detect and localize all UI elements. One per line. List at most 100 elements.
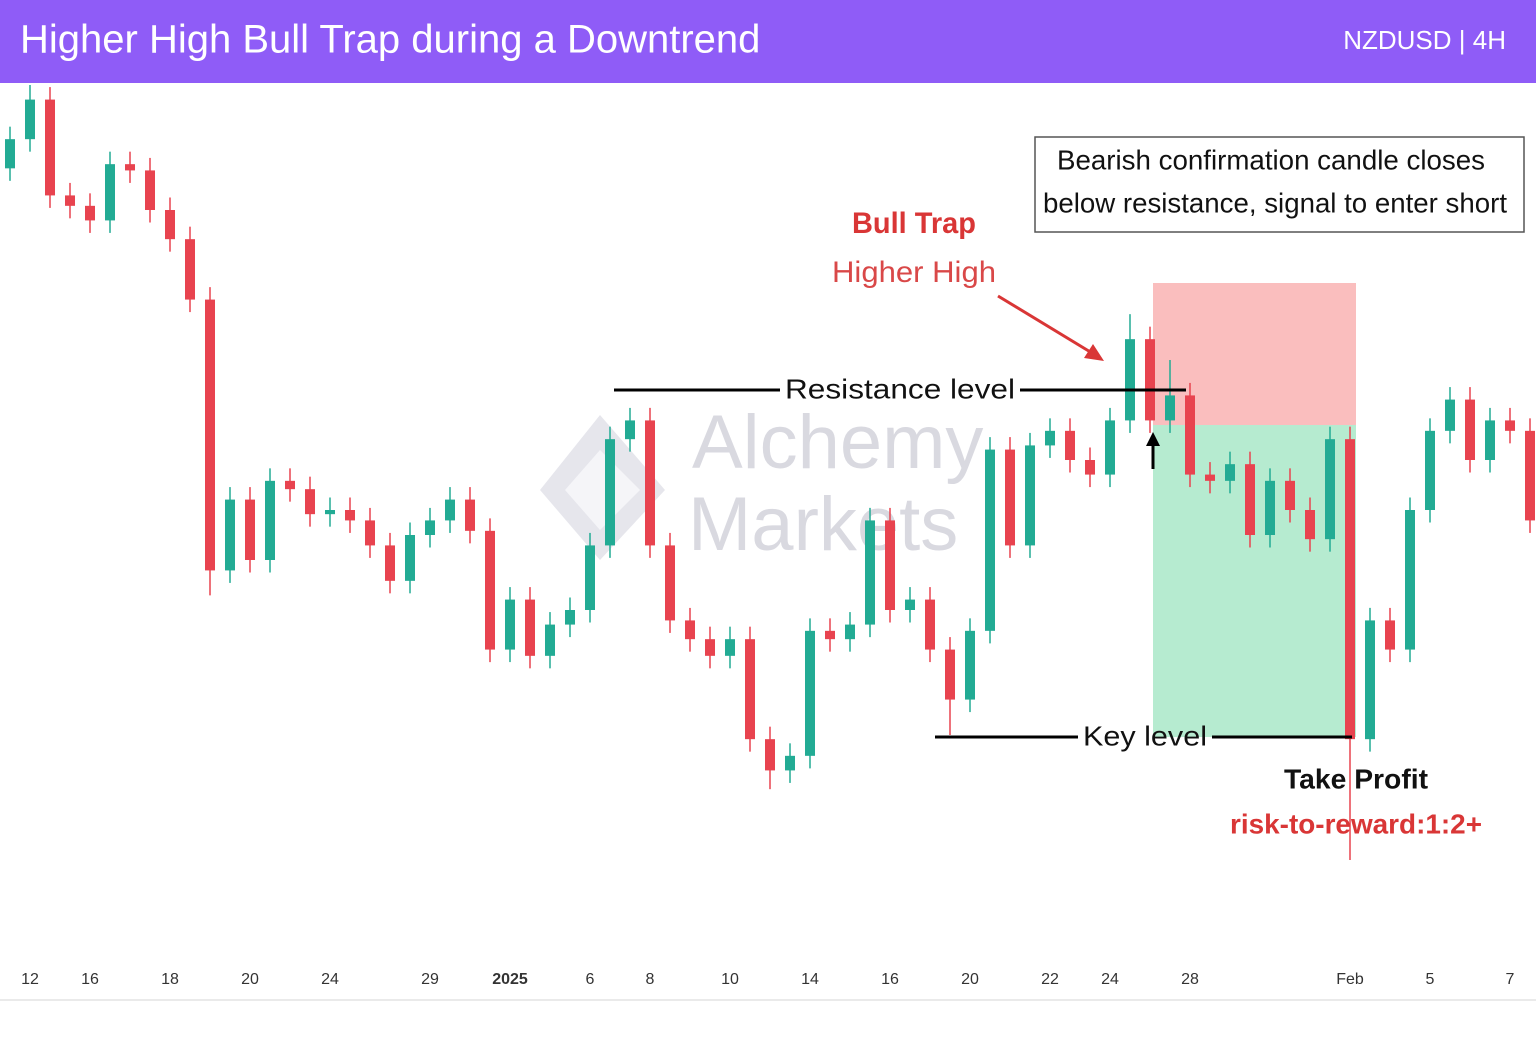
x-tick-label: 20	[961, 971, 979, 988]
note-text: below resistance, signal to enter short	[1043, 187, 1507, 218]
candle-body	[725, 639, 735, 656]
x-tick-label: 28	[1181, 971, 1199, 988]
watermark-text: Markets	[688, 482, 958, 567]
candle-body	[205, 299, 215, 571]
candle-body	[445, 499, 455, 521]
candle-body	[1105, 420, 1115, 475]
title: Higher High Bull Trap during a Downtrend	[20, 18, 760, 62]
candle-body	[745, 639, 755, 740]
candle-body	[425, 520, 435, 535]
candle-body	[1025, 445, 1035, 546]
candle-body	[225, 499, 235, 571]
candle-body	[645, 420, 655, 546]
candle-body	[405, 535, 415, 581]
candle-body	[1505, 420, 1515, 431]
candle-body	[1325, 439, 1335, 540]
header	[0, 0, 1536, 83]
x-axis: 12 16 18 20 24 29 2025 6 8 10 14 16 20 22 24 28 Feb 5 7	[21, 971, 1514, 988]
candle-body	[1265, 480, 1275, 535]
candle-body	[865, 520, 875, 625]
candle-body	[1485, 420, 1495, 460]
candle-body	[1365, 620, 1375, 740]
take-profit-label: Take Profit	[1284, 763, 1428, 794]
x-tick-label: 22	[1041, 971, 1059, 988]
candle-body	[145, 170, 155, 210]
annotation-arrowhead	[1084, 344, 1104, 361]
note-text: Bearish confirmation candle closes	[1057, 144, 1485, 175]
candle-body	[1085, 460, 1095, 475]
note-box	[1034, 136, 1525, 233]
x-tick-label: 10	[721, 971, 739, 988]
candle-body	[305, 489, 315, 515]
candle-body	[1285, 480, 1295, 510]
candle-body	[785, 755, 795, 771]
candle-body	[365, 520, 375, 546]
candle-body	[1145, 339, 1155, 421]
candle-body	[545, 624, 555, 656]
candle-body	[685, 620, 695, 640]
candle-body	[1405, 510, 1415, 650]
candle-body	[1445, 399, 1455, 431]
candle-body	[485, 530, 495, 650]
x-tick-label: 6	[586, 971, 595, 988]
candle-body	[1245, 464, 1255, 535]
candle-body	[465, 499, 475, 531]
x-tick-label: 16	[881, 971, 899, 988]
candle-body	[825, 630, 835, 640]
candle-body	[525, 599, 535, 656]
x-tick-label: 14	[801, 971, 819, 988]
candle-body	[1005, 449, 1015, 546]
candle-body	[1385, 620, 1395, 650]
x-tick-label: 2025	[492, 971, 528, 988]
candle-body	[385, 545, 395, 581]
watermark-logo-inner	[565, 450, 640, 530]
key-level-label: Key level	[1083, 720, 1207, 751]
candle-body	[45, 99, 55, 196]
candle-body	[965, 630, 975, 700]
x-tick-label: 7	[1506, 971, 1515, 988]
x-tick-label: 24	[321, 971, 339, 988]
candle-body	[585, 545, 595, 610]
candle-body	[925, 599, 935, 650]
x-tick-label: 20	[241, 971, 259, 988]
candle-body	[85, 205, 95, 221]
candle-body	[5, 139, 15, 169]
candle-body	[125, 164, 135, 171]
x-tick-label: 5	[1426, 971, 1435, 988]
candle-body	[625, 420, 635, 440]
candle-body	[345, 510, 355, 521]
candle-body	[765, 739, 775, 771]
watermark-text: Alchemy	[692, 400, 983, 485]
candle-body	[705, 639, 715, 656]
candle-body	[65, 195, 75, 206]
candle-body	[1185, 395, 1195, 475]
candle-body	[325, 510, 335, 515]
risk-reward-label: risk-to-reward:1:2+	[1230, 808, 1482, 839]
x-tick-label: 8	[646, 971, 655, 988]
candle-body	[1125, 339, 1135, 421]
candle-body	[505, 599, 515, 650]
x-tick-label: 16	[81, 971, 99, 988]
candle-body	[1045, 430, 1055, 446]
candle-body	[165, 210, 175, 240]
x-tick-label: Feb	[1336, 971, 1364, 988]
watermark: Alchemy Markets	[540, 400, 983, 567]
x-tick-label: 29	[421, 971, 439, 988]
candle-body	[1525, 430, 1535, 521]
candle-body	[105, 164, 115, 221]
candle-body	[605, 439, 615, 546]
resistance-label: Resistance level	[785, 373, 1015, 404]
candle-body	[265, 480, 275, 560]
candle-body	[1065, 430, 1075, 460]
candles	[5, 85, 1535, 860]
candle-body	[905, 599, 915, 610]
x-tick-label: 18	[161, 971, 179, 988]
candle-body	[285, 480, 295, 490]
x-tick-label: 24	[1101, 971, 1119, 988]
candle-body	[25, 99, 35, 140]
risk-zone	[1153, 283, 1356, 425]
higher-high-label: Higher High	[832, 256, 996, 289]
entry-arrowhead	[1146, 432, 1160, 446]
annotation-arrow	[997, 294, 1093, 355]
